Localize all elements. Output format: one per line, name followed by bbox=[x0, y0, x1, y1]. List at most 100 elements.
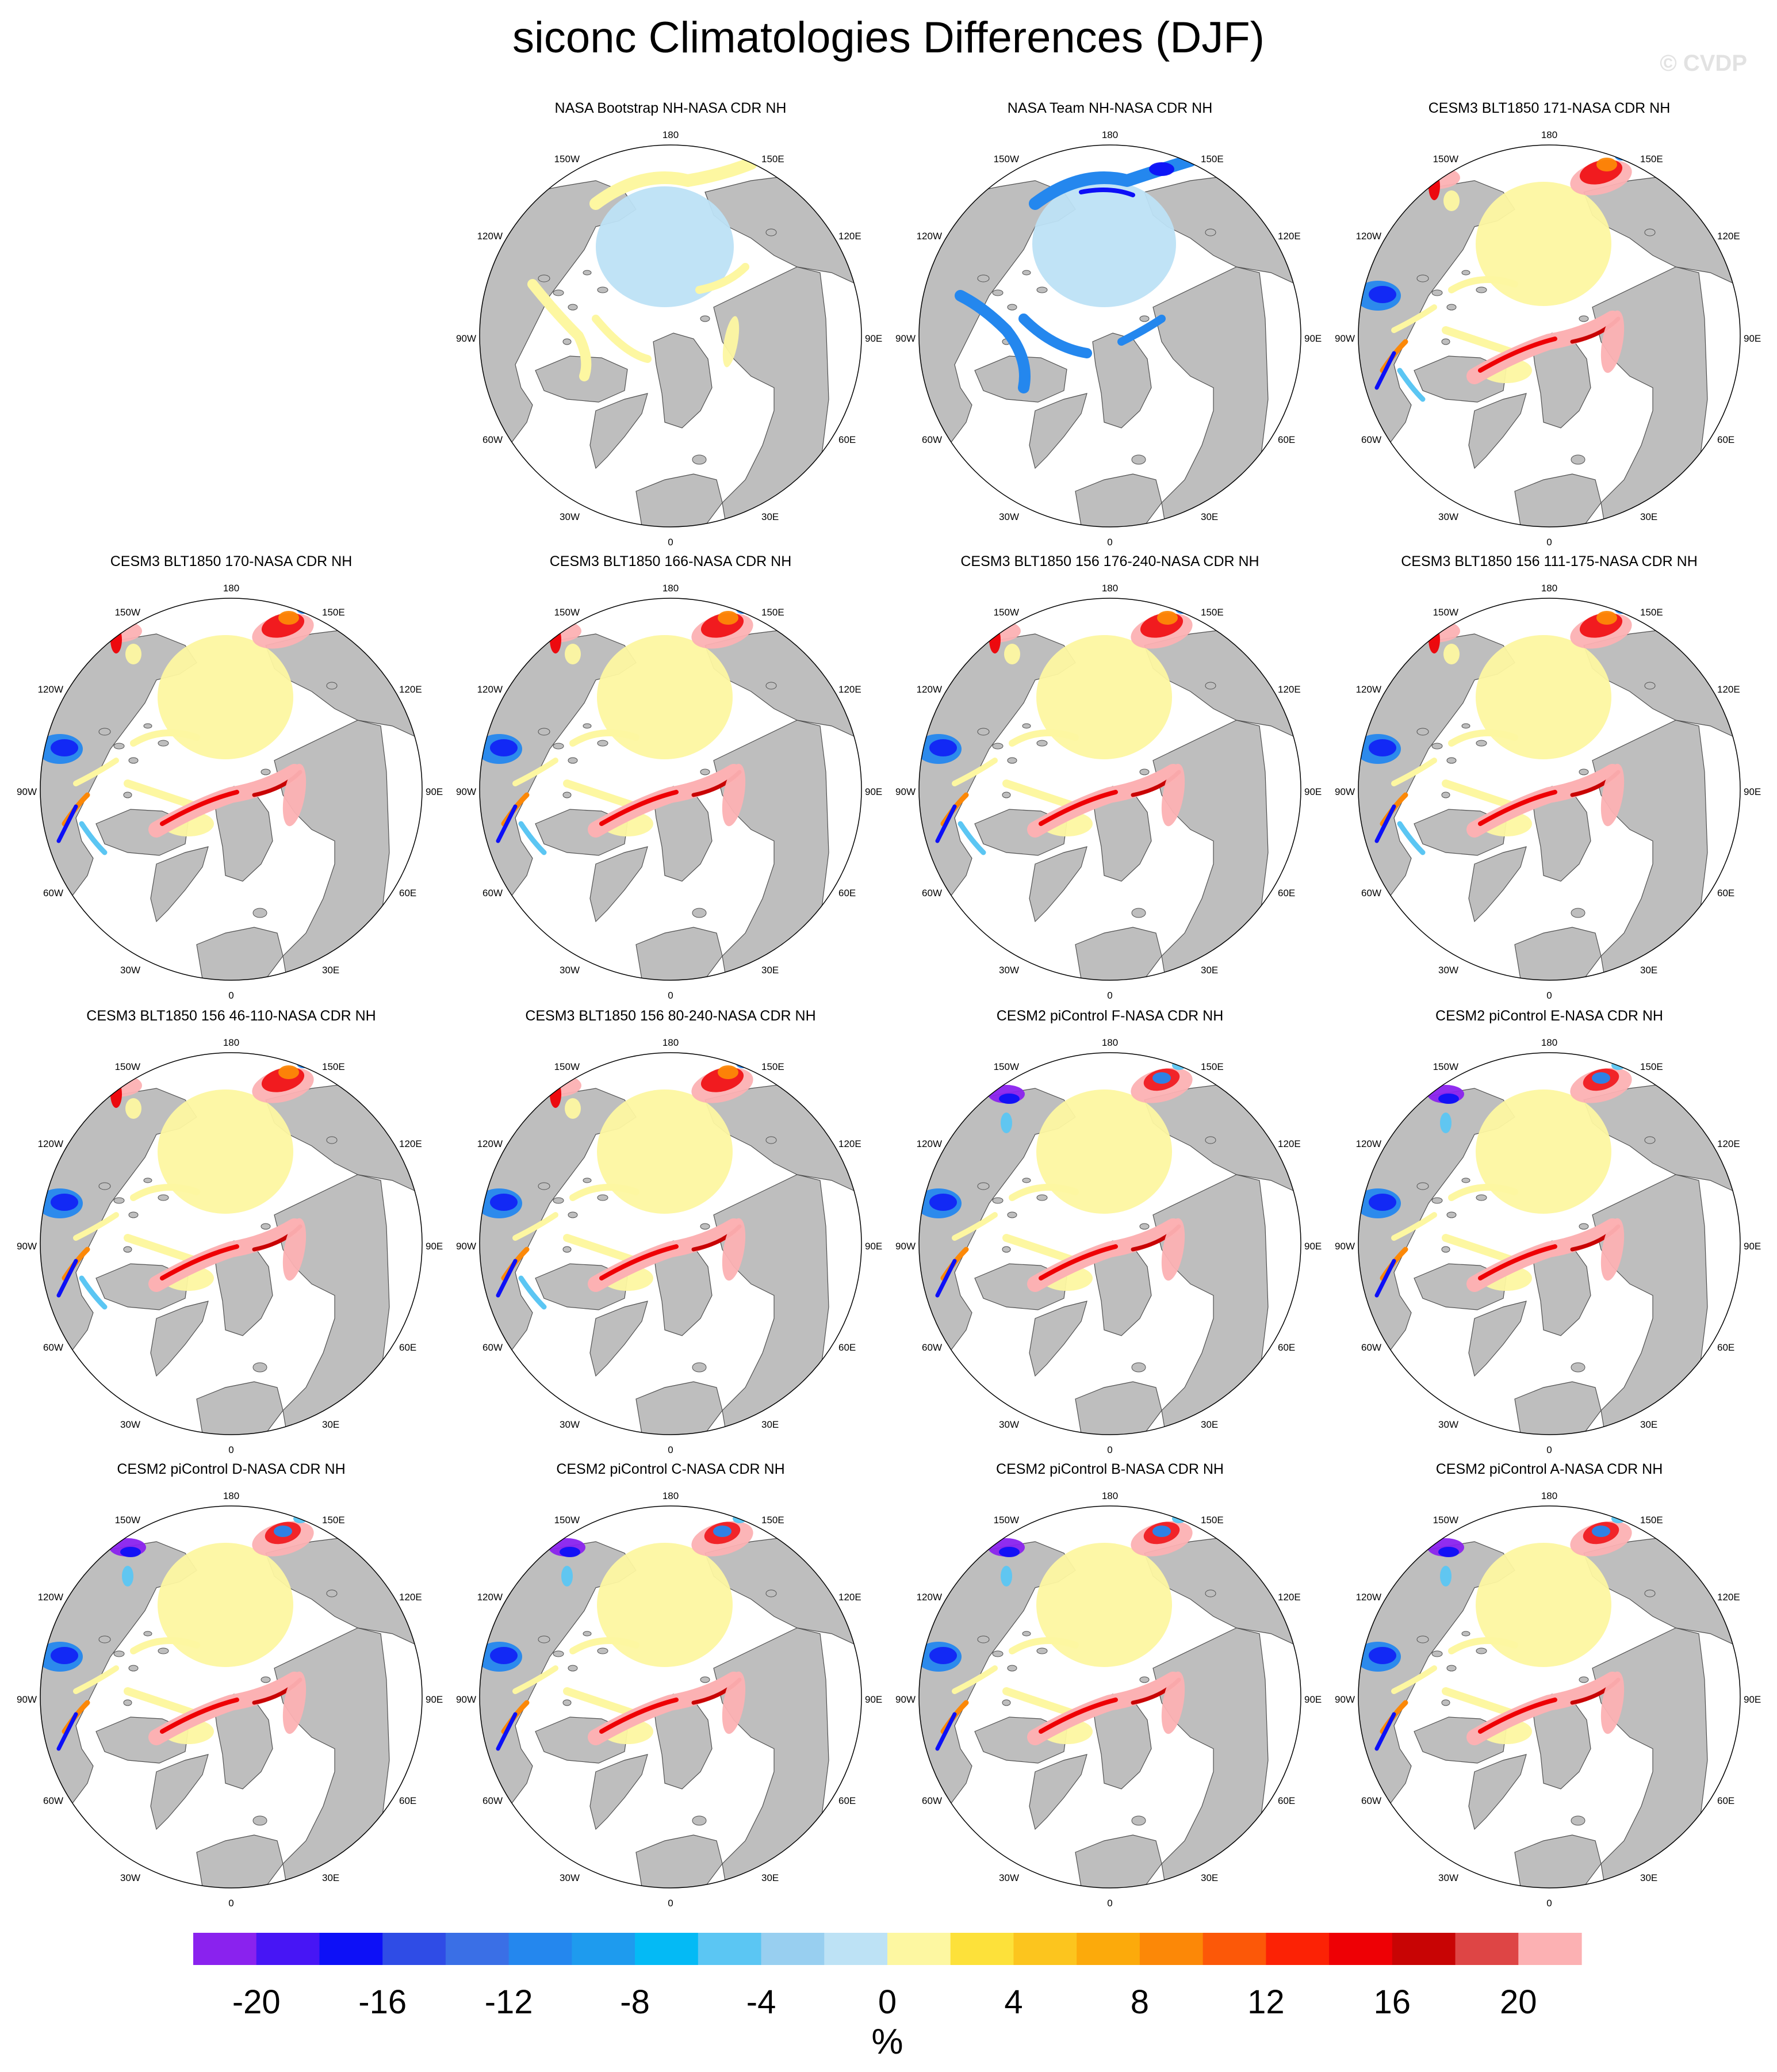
anomaly-patch bbox=[1600, 1218, 1625, 1281]
anomaly-patch bbox=[1036, 635, 1172, 759]
longitude-label: 150W bbox=[115, 607, 140, 618]
anomaly-patch bbox=[1369, 1194, 1396, 1211]
map-panel-cesm2-a: CESM2 piControl A-NASA CDR NH 180 0 150W 12… bbox=[1331, 1461, 1768, 1910]
land-mass bbox=[589, 393, 648, 469]
island bbox=[143, 1631, 152, 1637]
land-mass bbox=[1075, 473, 1162, 527]
longitude-label: 120E bbox=[1717, 231, 1740, 242]
island bbox=[1007, 1211, 1017, 1218]
map-content bbox=[1358, 598, 1740, 980]
longitude-label: 60E bbox=[399, 1795, 416, 1806]
map-boundary bbox=[1358, 598, 1741, 981]
anomaly-band bbox=[160, 1698, 239, 1734]
longitude-label: 60E bbox=[1717, 888, 1734, 899]
colorbar-swatch bbox=[508, 1933, 572, 1965]
island bbox=[128, 757, 139, 764]
colorbar-tick-label: -20 bbox=[232, 1983, 281, 2021]
polar-map: 180 0 150W 120W 90W 60W 30W 150E 120E 90E 60E 30E bbox=[1335, 1037, 1761, 1455]
anomaly-band bbox=[1391, 1212, 1437, 1241]
island bbox=[1131, 908, 1146, 918]
land-mass bbox=[196, 1834, 284, 1888]
island bbox=[692, 1362, 707, 1373]
longitude-label: 180 bbox=[223, 583, 239, 594]
island bbox=[1579, 315, 1589, 322]
longitude-label: 0 bbox=[1107, 990, 1112, 1001]
polar-map: 180 0 150W 120W 90W 60W 30W 150E 120E 90E 60E 30E bbox=[456, 1037, 882, 1455]
map-boundary bbox=[918, 598, 1301, 981]
anomaly-patch bbox=[1476, 635, 1611, 759]
longitude-label: 30E bbox=[1201, 1872, 1218, 1883]
island bbox=[326, 1589, 338, 1597]
longitude-label: 90E bbox=[426, 1694, 443, 1705]
longitude-label: 30E bbox=[322, 965, 339, 976]
anomaly-band bbox=[1039, 1244, 1118, 1280]
colorbar-unit: % bbox=[871, 2022, 903, 2062]
longitude-label: 90W bbox=[456, 1241, 476, 1252]
map-boundary bbox=[479, 144, 862, 527]
island bbox=[1431, 289, 1443, 296]
longitude-label: 90W bbox=[895, 333, 916, 344]
longitude-label: 150W bbox=[994, 607, 1019, 618]
panel-title: CESM3 BLT1850 156 80-240-NASA CDR NH bbox=[525, 1008, 816, 1024]
longitude-label: 150W bbox=[115, 1061, 140, 1072]
anomaly-patch bbox=[490, 739, 518, 756]
anomaly-patch bbox=[561, 1566, 573, 1587]
anomaly-band bbox=[56, 1712, 78, 1751]
longitude-label: 150E bbox=[761, 1061, 784, 1072]
map-content bbox=[1358, 1506, 1740, 1888]
anomaly-patch bbox=[1001, 1113, 1012, 1133]
colorbar-swatch bbox=[193, 1933, 257, 1965]
longitude-label: 90E bbox=[1744, 1241, 1761, 1252]
island bbox=[1036, 1647, 1048, 1654]
longitude-label: 60W bbox=[1361, 434, 1381, 445]
anomaly-patch bbox=[158, 1089, 293, 1214]
anomaly-patch bbox=[565, 644, 581, 664]
anomaly-patch bbox=[1600, 1671, 1625, 1734]
longitude-label: 120E bbox=[399, 684, 422, 695]
anomaly-band bbox=[1039, 790, 1118, 826]
anomaly-band bbox=[1009, 1184, 1079, 1201]
colorbar-swatch bbox=[635, 1933, 699, 1965]
island bbox=[1131, 1362, 1146, 1373]
anomaly-band bbox=[569, 1184, 639, 1201]
anomaly-patch bbox=[596, 186, 734, 307]
island bbox=[1002, 1699, 1011, 1706]
longitude-label: 150W bbox=[115, 1515, 140, 1526]
anomaly-patch bbox=[1600, 763, 1625, 827]
land-mass bbox=[1075, 1381, 1162, 1435]
longitude-label: 120W bbox=[917, 684, 942, 695]
anomaly-band bbox=[1009, 1637, 1079, 1654]
map-content bbox=[919, 1506, 1301, 1888]
island bbox=[700, 1676, 710, 1683]
longitude-label: 30E bbox=[761, 965, 779, 976]
anomaly-patch bbox=[490, 1194, 518, 1211]
anomaly-band bbox=[160, 1244, 239, 1280]
anomaly-band bbox=[56, 804, 78, 843]
panel-title: CESM3 BLT1850 166-NASA CDR NH bbox=[549, 553, 792, 569]
longitude-label: 150W bbox=[994, 1061, 1019, 1072]
anomaly-band bbox=[79, 1275, 108, 1310]
map-content bbox=[480, 145, 861, 527]
longitude-label: 90W bbox=[895, 1241, 916, 1252]
longitude-label: 150W bbox=[554, 1515, 580, 1526]
land-mass bbox=[1468, 393, 1527, 469]
island bbox=[1571, 908, 1585, 918]
longitude-label: 0 bbox=[668, 1444, 673, 1455]
anomaly-band bbox=[958, 821, 986, 855]
land-mass bbox=[1075, 927, 1162, 980]
colorbar-tick-label: 8 bbox=[1131, 1983, 1149, 2021]
island bbox=[692, 908, 707, 918]
island bbox=[692, 1815, 707, 1826]
polar-map: 180 0 150W 120W 90W 60W 30W 150E 120E 90E 60E 30E bbox=[895, 1490, 1322, 1909]
longitude-label: 60E bbox=[1717, 1342, 1734, 1353]
island bbox=[1476, 740, 1487, 747]
anomaly-band bbox=[1397, 821, 1426, 855]
longitude-label: 60E bbox=[1278, 888, 1295, 899]
anomaly-band bbox=[1374, 804, 1396, 843]
longitude-label: 180 bbox=[1541, 1037, 1557, 1048]
anomaly-band bbox=[56, 1259, 78, 1298]
panel-title: CESM3 BLT1850 156 46-110-NASA CDR NH bbox=[86, 1008, 376, 1024]
panel-title: CESM2 piControl F-NASA CDR NH bbox=[996, 1008, 1224, 1024]
colorbar-swatch bbox=[698, 1933, 762, 1965]
anomaly-patch bbox=[1149, 162, 1174, 176]
